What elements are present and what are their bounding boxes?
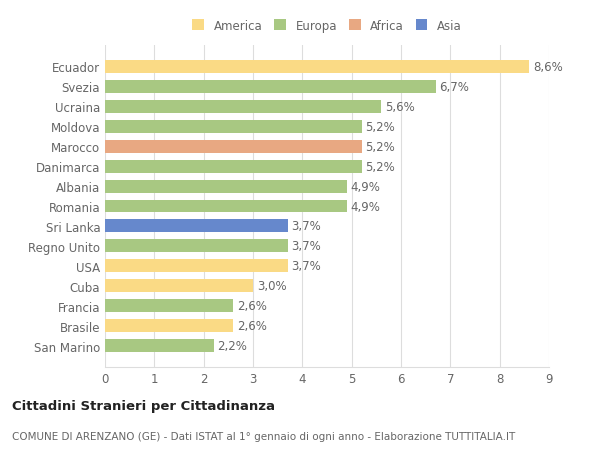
Text: 5,2%: 5,2% <box>365 120 395 133</box>
Bar <box>105 61 529 73</box>
Text: 5,2%: 5,2% <box>365 140 395 153</box>
Text: 3,0%: 3,0% <box>257 280 287 293</box>
Bar <box>105 160 362 173</box>
Text: COMUNE DI ARENZANO (GE) - Dati ISTAT al 1° gennaio di ogni anno - Elaborazione T: COMUNE DI ARENZANO (GE) - Dati ISTAT al … <box>12 431 515 442</box>
Bar <box>105 220 287 233</box>
Text: 2,2%: 2,2% <box>217 340 247 353</box>
Text: 3,7%: 3,7% <box>292 260 321 273</box>
Bar <box>105 340 214 353</box>
Bar <box>105 101 381 113</box>
Text: 8,6%: 8,6% <box>533 61 563 73</box>
Text: 3,7%: 3,7% <box>292 220 321 233</box>
Legend: America, Europa, Africa, Asia: America, Europa, Africa, Asia <box>193 20 461 33</box>
Text: 5,2%: 5,2% <box>365 160 395 173</box>
Bar <box>105 140 362 153</box>
Text: 4,9%: 4,9% <box>350 180 380 193</box>
Bar <box>105 80 436 93</box>
Text: 2,6%: 2,6% <box>237 300 267 313</box>
Text: 2,6%: 2,6% <box>237 319 267 333</box>
Bar <box>105 260 287 273</box>
Bar <box>105 200 347 213</box>
Bar <box>105 120 362 133</box>
Text: 5,6%: 5,6% <box>385 101 415 113</box>
Text: Cittadini Stranieri per Cittadinanza: Cittadini Stranieri per Cittadinanza <box>12 399 275 412</box>
Bar <box>105 240 287 253</box>
Bar <box>105 320 233 333</box>
Bar <box>105 300 233 313</box>
Text: 6,7%: 6,7% <box>439 80 469 94</box>
Bar <box>105 180 347 193</box>
Text: 4,9%: 4,9% <box>350 200 380 213</box>
Bar <box>105 280 253 293</box>
Text: 3,7%: 3,7% <box>292 240 321 253</box>
